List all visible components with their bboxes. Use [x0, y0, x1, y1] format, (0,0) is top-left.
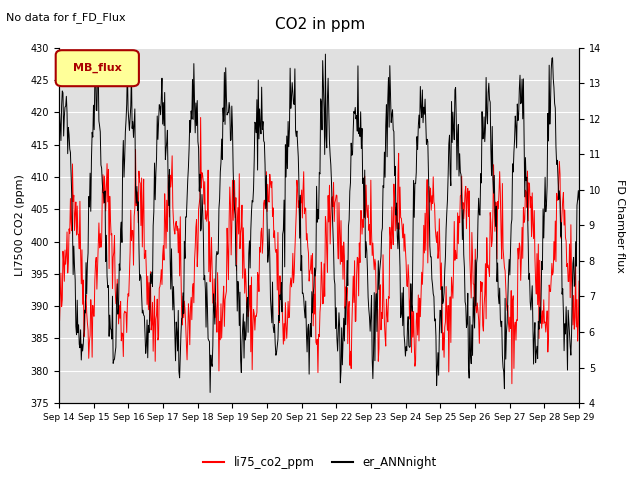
Text: CO2 in ppm: CO2 in ppm: [275, 17, 365, 32]
Y-axis label: FD Chamber flux: FD Chamber flux: [615, 179, 625, 272]
Y-axis label: LI7500 CO2 (ppm): LI7500 CO2 (ppm): [15, 175, 25, 276]
Text: MB_flux: MB_flux: [73, 63, 122, 73]
Text: No data for f_FD_Flux: No data for f_FD_Flux: [6, 12, 126, 23]
Legend: li75_co2_ppm, er_ANNnight: li75_co2_ppm, er_ANNnight: [198, 452, 442, 474]
